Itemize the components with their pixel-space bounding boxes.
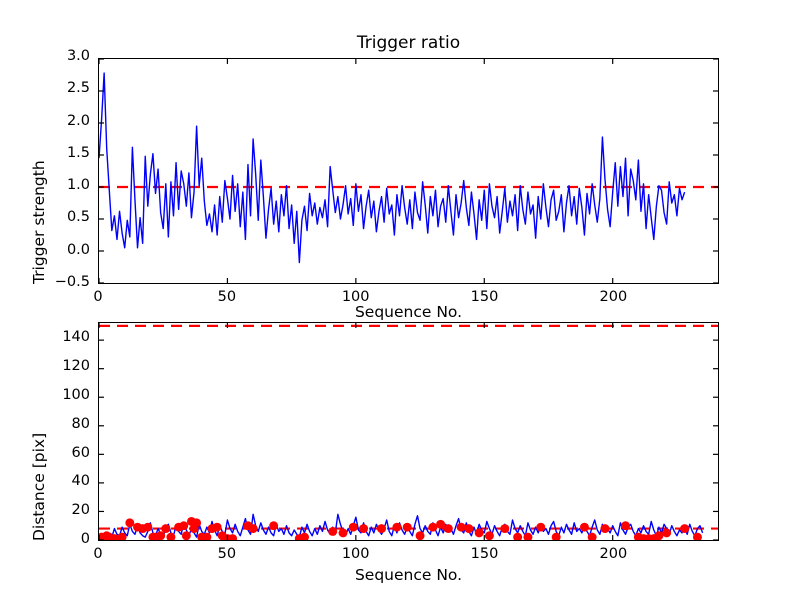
distance-marker bbox=[443, 524, 453, 534]
distance-marker bbox=[117, 532, 127, 540]
distance-marker bbox=[600, 524, 610, 534]
top-plot-axes bbox=[98, 58, 719, 284]
distance-marker bbox=[484, 531, 494, 540]
distance-marker bbox=[464, 524, 474, 534]
top-plot-canvas bbox=[99, 59, 718, 283]
distance-marker bbox=[536, 522, 546, 532]
distance-marker bbox=[523, 532, 533, 540]
y-tick-label: −0.5 bbox=[54, 274, 90, 290]
distance-marker bbox=[338, 528, 348, 538]
distance-marker bbox=[156, 531, 166, 540]
distance-marker bbox=[143, 522, 153, 532]
y-tick-label: 0.0 bbox=[66, 241, 90, 258]
y-tick-label: 0 bbox=[80, 531, 90, 547]
x-tick-label: 50 bbox=[217, 546, 237, 562]
distance-marker bbox=[192, 518, 202, 528]
distance-marker bbox=[109, 534, 119, 540]
x-tick-label: 0 bbox=[93, 289, 103, 305]
distance-marker bbox=[436, 519, 446, 529]
distance-marker bbox=[402, 522, 412, 532]
distance-marker bbox=[359, 524, 369, 534]
y-tick-label: 1.0 bbox=[66, 177, 90, 194]
distance-marker bbox=[662, 528, 672, 538]
y-tick-label: 0.5 bbox=[66, 209, 90, 226]
distance-marker bbox=[161, 524, 171, 534]
distance-marker bbox=[392, 522, 402, 532]
y-tick-label: 1.5 bbox=[66, 144, 90, 161]
top-plot-title: Trigger ratio bbox=[356, 33, 461, 53]
bottom-plot-x-axis-label: Sequence No. bbox=[354, 566, 463, 584]
bottom-plot-canvas bbox=[99, 323, 718, 540]
y-tick-label: 2.0 bbox=[66, 112, 90, 129]
distance-marker bbox=[500, 524, 510, 534]
distance-marker bbox=[621, 521, 631, 531]
distance-marker bbox=[456, 522, 466, 532]
distance-marker bbox=[228, 534, 238, 540]
distance-marker bbox=[587, 532, 597, 540]
x-tick-label: 150 bbox=[470, 546, 499, 562]
y-tick-label: 60 bbox=[71, 444, 90, 461]
y-tick-label: 20 bbox=[71, 502, 90, 519]
distance-marker bbox=[654, 531, 664, 540]
y-tick-label: 3.0 bbox=[66, 48, 90, 64]
distance-marker bbox=[551, 532, 561, 540]
y-tick-label: 80 bbox=[71, 415, 90, 432]
distance-marker bbox=[212, 522, 222, 532]
top-plot-x-axis-label: Sequence No. bbox=[354, 303, 463, 321]
bottom-plot-axes bbox=[98, 322, 719, 541]
distance-marker bbox=[579, 522, 589, 532]
distance-marker bbox=[299, 532, 309, 540]
distance-marker bbox=[202, 532, 212, 540]
x-tick-label: 0 bbox=[93, 546, 103, 562]
y-tick-label: 100 bbox=[62, 386, 90, 403]
x-tick-label: 100 bbox=[341, 289, 370, 305]
distance-marker bbox=[513, 532, 523, 540]
x-tick-label: 50 bbox=[217, 289, 237, 305]
distance-marker bbox=[377, 524, 387, 534]
distance-marker bbox=[181, 531, 191, 540]
x-tick-label: 100 bbox=[341, 546, 370, 562]
distance-marker bbox=[166, 532, 176, 540]
distance-marker bbox=[428, 522, 438, 532]
distance-marker bbox=[248, 524, 258, 534]
distance-marker bbox=[680, 524, 690, 534]
distance-marker bbox=[125, 518, 135, 528]
distance-marker bbox=[269, 521, 279, 531]
distance-marker bbox=[692, 532, 702, 540]
y-tick-label: 40 bbox=[71, 473, 90, 490]
distance-marker bbox=[348, 522, 358, 532]
y-tick-label: 120 bbox=[62, 358, 90, 375]
y-tick-label: 2.5 bbox=[66, 80, 90, 97]
distance-marker bbox=[415, 531, 425, 540]
distance-marker bbox=[328, 526, 338, 536]
x-tick-label: 200 bbox=[599, 546, 628, 562]
y-tick-label: 140 bbox=[62, 329, 90, 346]
distance-marker bbox=[474, 528, 484, 538]
x-tick-label: 150 bbox=[470, 289, 499, 305]
x-tick-label: 200 bbox=[599, 289, 628, 305]
distance-marker bbox=[179, 521, 189, 531]
